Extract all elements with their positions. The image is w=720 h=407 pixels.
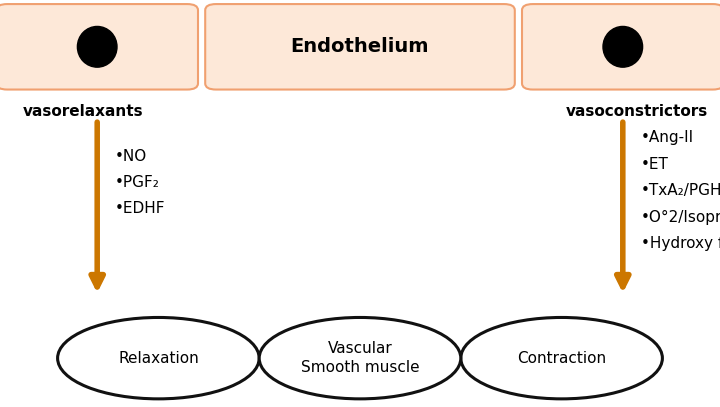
Text: Endothelium: Endothelium [291, 37, 429, 56]
FancyBboxPatch shape [522, 4, 720, 90]
Ellipse shape [78, 26, 117, 67]
Text: vasorelaxants: vasorelaxants [22, 104, 143, 119]
Ellipse shape [603, 26, 642, 67]
Text: vasoconstrictors: vasoconstrictors [566, 104, 708, 119]
FancyBboxPatch shape [0, 4, 198, 90]
Ellipse shape [259, 317, 461, 399]
Text: •Ang-II: •Ang-II [641, 130, 694, 145]
Text: Vascular
Smooth muscle: Vascular Smooth muscle [301, 341, 419, 375]
Text: Contraction: Contraction [517, 351, 606, 365]
Ellipse shape [58, 317, 259, 399]
Text: •O°2/Isoprostane: •O°2/Isoprostane [641, 210, 720, 225]
Text: •ET: •ET [641, 157, 669, 172]
FancyBboxPatch shape [205, 4, 515, 90]
Ellipse shape [461, 317, 662, 399]
Text: •NO: •NO [115, 149, 148, 164]
Text: Relaxation: Relaxation [118, 351, 199, 365]
Text: •Hydroxy fatty acids: •Hydroxy fatty acids [641, 236, 720, 251]
Text: •EDHF: •EDHF [115, 201, 166, 217]
Text: •PGF₂: •PGF₂ [115, 175, 160, 190]
Text: •TxA₂/PGH₂: •TxA₂/PGH₂ [641, 183, 720, 198]
